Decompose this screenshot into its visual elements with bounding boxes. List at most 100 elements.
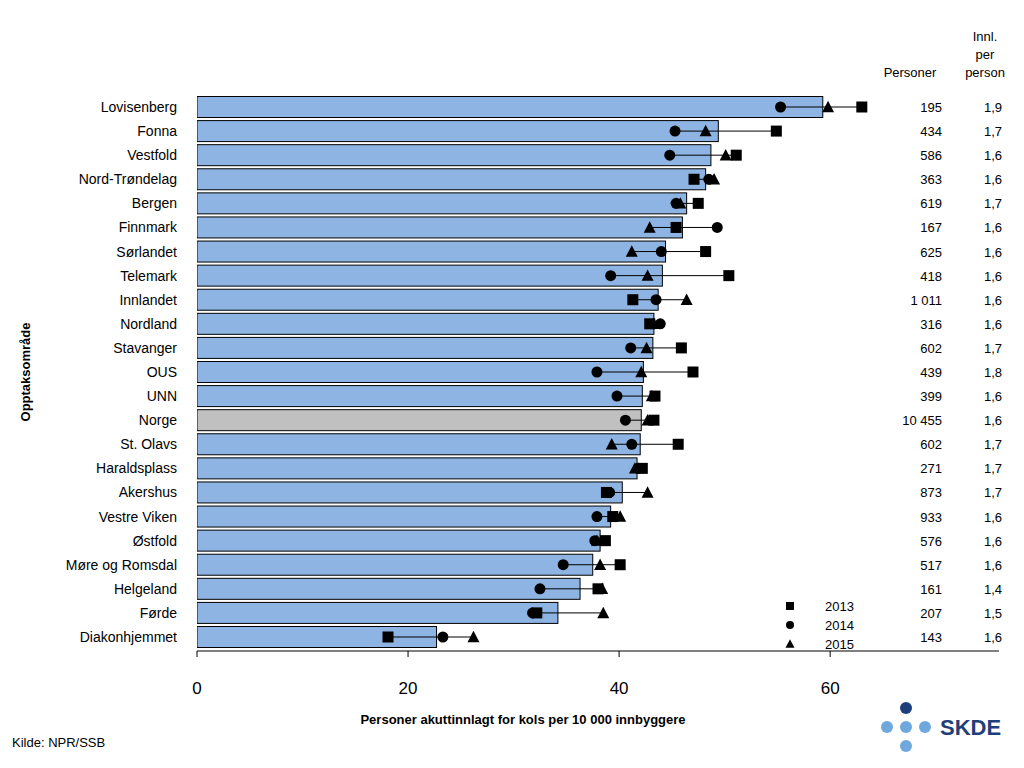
marker-triangle bbox=[681, 294, 693, 305]
marker-circle bbox=[670, 126, 681, 137]
category-label: Innlandet bbox=[119, 292, 177, 308]
column-value: 873 bbox=[920, 485, 942, 500]
logo-dot bbox=[919, 721, 931, 733]
bar bbox=[197, 362, 643, 383]
column-value: 363 bbox=[920, 172, 942, 187]
marker-circle bbox=[558, 559, 569, 570]
column-header: Innl.perperson bbox=[965, 29, 1005, 80]
marker-triangle bbox=[626, 245, 638, 256]
marker-circle bbox=[626, 439, 637, 450]
logo-text: SKDE bbox=[940, 715, 1001, 740]
marker-triangle bbox=[708, 173, 720, 184]
range-line bbox=[597, 372, 693, 373]
category-label: Diakonhjemmet bbox=[80, 629, 177, 645]
logo: SKDE bbox=[881, 702, 1001, 752]
bar bbox=[197, 458, 637, 479]
column-value: 316 bbox=[920, 317, 942, 332]
range-line bbox=[533, 612, 604, 613]
column-value: 1,5 bbox=[984, 606, 1002, 621]
bar bbox=[197, 289, 658, 310]
marker-square bbox=[687, 367, 698, 378]
category-label: Nordland bbox=[120, 316, 177, 332]
logo-dot bbox=[900, 740, 912, 752]
marker-circle bbox=[591, 511, 602, 522]
marker-triangle bbox=[606, 438, 618, 449]
marker-triangle bbox=[591, 534, 603, 545]
range-line bbox=[612, 444, 678, 445]
category-label: UNN bbox=[147, 388, 177, 404]
column-value: 517 bbox=[920, 558, 942, 573]
category-label: Møre og Romsdal bbox=[66, 557, 177, 573]
column-header-line: per bbox=[976, 47, 995, 62]
bar bbox=[197, 193, 687, 214]
marker-triangle bbox=[822, 101, 834, 112]
marker-triangle bbox=[629, 462, 641, 473]
logo-dot bbox=[881, 721, 893, 733]
range-line bbox=[632, 251, 706, 252]
logo-dot bbox=[900, 721, 912, 733]
column-value: 1,6 bbox=[984, 413, 1002, 428]
marker-circle bbox=[534, 583, 545, 594]
column-value: 576 bbox=[920, 534, 942, 549]
marks bbox=[197, 97, 867, 648]
column-value: 1,9 bbox=[984, 100, 1002, 115]
column-value: 602 bbox=[920, 437, 942, 452]
marker-triangle bbox=[642, 269, 654, 280]
range-line bbox=[675, 131, 776, 132]
marker-circle bbox=[656, 246, 667, 257]
column-value: 195 bbox=[920, 100, 942, 115]
marker-square bbox=[693, 198, 704, 209]
marker-square bbox=[615, 559, 626, 570]
marker-square bbox=[673, 439, 684, 450]
category-label: Førde bbox=[140, 605, 178, 621]
category-label: St. Olavs bbox=[120, 436, 177, 452]
x-tick-label: 20 bbox=[399, 679, 418, 698]
category-label: Norge bbox=[139, 412, 177, 428]
marker-square bbox=[700, 246, 711, 257]
category-label: OUS bbox=[147, 364, 177, 380]
bar bbox=[197, 241, 666, 262]
bar bbox=[197, 434, 640, 455]
column-value: 10 455 bbox=[902, 413, 942, 428]
category-label: Nord-Trøndelag bbox=[79, 171, 177, 187]
marker-triangle bbox=[642, 486, 654, 497]
column-value: 625 bbox=[920, 245, 942, 260]
category-label: Bergen bbox=[132, 195, 177, 211]
marker-triangle bbox=[594, 559, 606, 570]
bar bbox=[197, 530, 600, 551]
column-value: 1,6 bbox=[984, 389, 1002, 404]
legend-label: 2015 bbox=[825, 637, 854, 652]
column-value: 1,7 bbox=[984, 437, 1002, 452]
column-value: 167 bbox=[920, 220, 942, 235]
marker-square bbox=[731, 150, 742, 161]
marker-square bbox=[627, 294, 638, 305]
legend-marker bbox=[786, 639, 795, 648]
marker-triangle bbox=[641, 342, 653, 353]
column-value: 1,6 bbox=[984, 148, 1002, 163]
category-label: Sørlandet bbox=[116, 244, 177, 260]
category-label: Fonna bbox=[137, 123, 177, 139]
column-value: 619 bbox=[920, 196, 942, 211]
bar bbox=[197, 410, 641, 431]
column-value: 161 bbox=[920, 582, 942, 597]
x-tick-label: 40 bbox=[610, 679, 629, 698]
column-value: 418 bbox=[920, 269, 942, 284]
marker-circle bbox=[611, 391, 622, 402]
column-value: 1,7 bbox=[984, 124, 1002, 139]
marker-circle bbox=[591, 367, 602, 378]
bar bbox=[197, 337, 653, 358]
bar bbox=[197, 169, 706, 190]
column-value: 1,6 bbox=[984, 534, 1002, 549]
category-label: Haraldsplass bbox=[96, 460, 177, 476]
column-value: 1,6 bbox=[984, 220, 1002, 235]
marker-circle bbox=[664, 150, 675, 161]
column-value: 1,6 bbox=[984, 269, 1002, 284]
category-label: Helgeland bbox=[114, 581, 177, 597]
column-value: 207 bbox=[920, 606, 942, 621]
category-label: Stavanger bbox=[113, 340, 177, 356]
column-value: 143 bbox=[920, 630, 942, 645]
marker-triangle bbox=[644, 221, 656, 232]
marker-triangle bbox=[648, 318, 660, 329]
marker-square bbox=[723, 270, 734, 281]
marker-circle bbox=[605, 270, 616, 281]
